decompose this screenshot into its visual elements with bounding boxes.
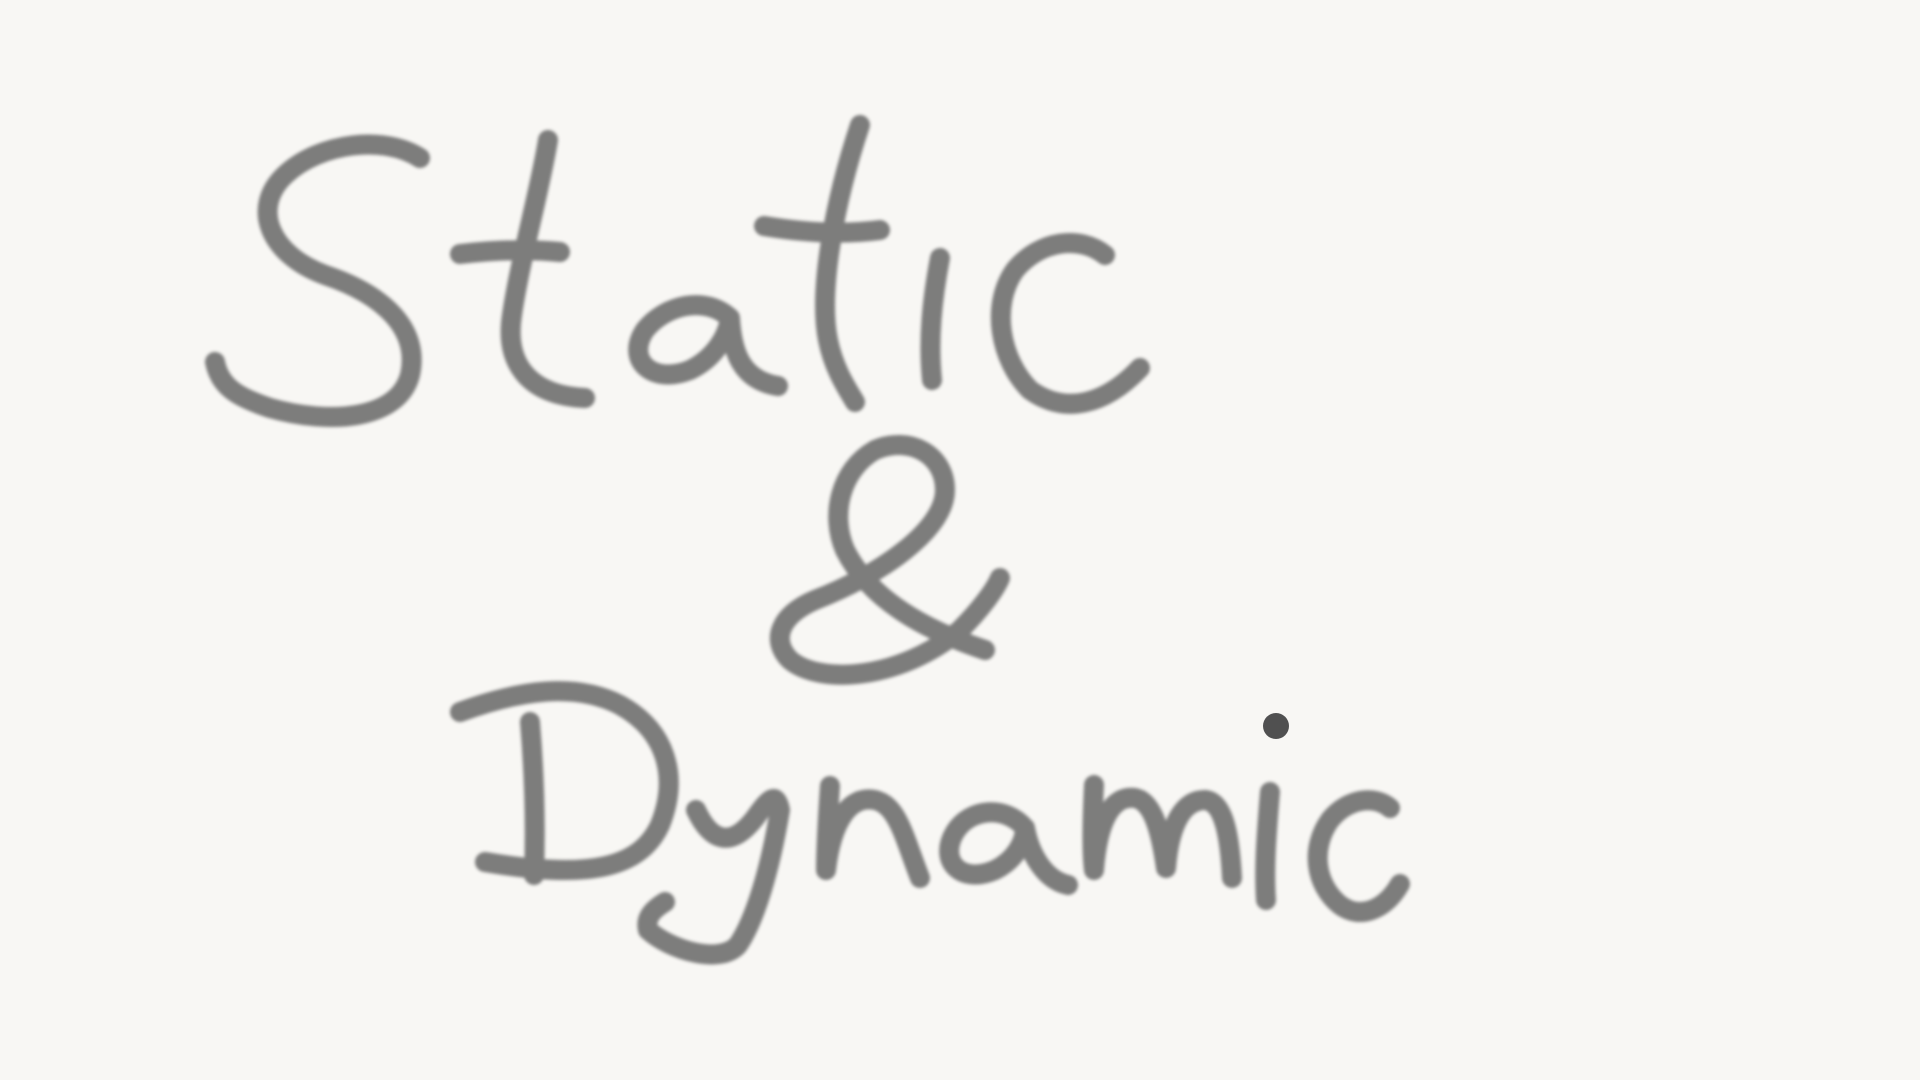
stroke-a [939,802,1078,895]
stroke-D-top [450,681,679,880]
stroke-t-stem [500,130,595,408]
stroke-D-stem [520,712,545,885]
stroke-i [920,248,950,390]
stroke-t2-bar [754,216,890,243]
stroke-y [637,788,790,965]
stroke-i2 [1255,782,1280,910]
stroke-c [990,233,1150,414]
pen-cursor-dot [1263,713,1289,739]
stroke-m [1082,775,1242,888]
stroke-c2 [1307,790,1410,922]
stroke-S [205,134,430,427]
stroke-n [816,776,930,888]
stroke-t2-stem [815,115,870,412]
stroke-ampersand [769,435,1010,685]
stroke-t-bar [450,240,570,264]
stroke-word-static [205,115,1150,427]
stroke-ampersand-path [769,435,1010,685]
stroke-a-bowl [628,295,788,396]
stroke-word-dynamic [450,681,1410,965]
